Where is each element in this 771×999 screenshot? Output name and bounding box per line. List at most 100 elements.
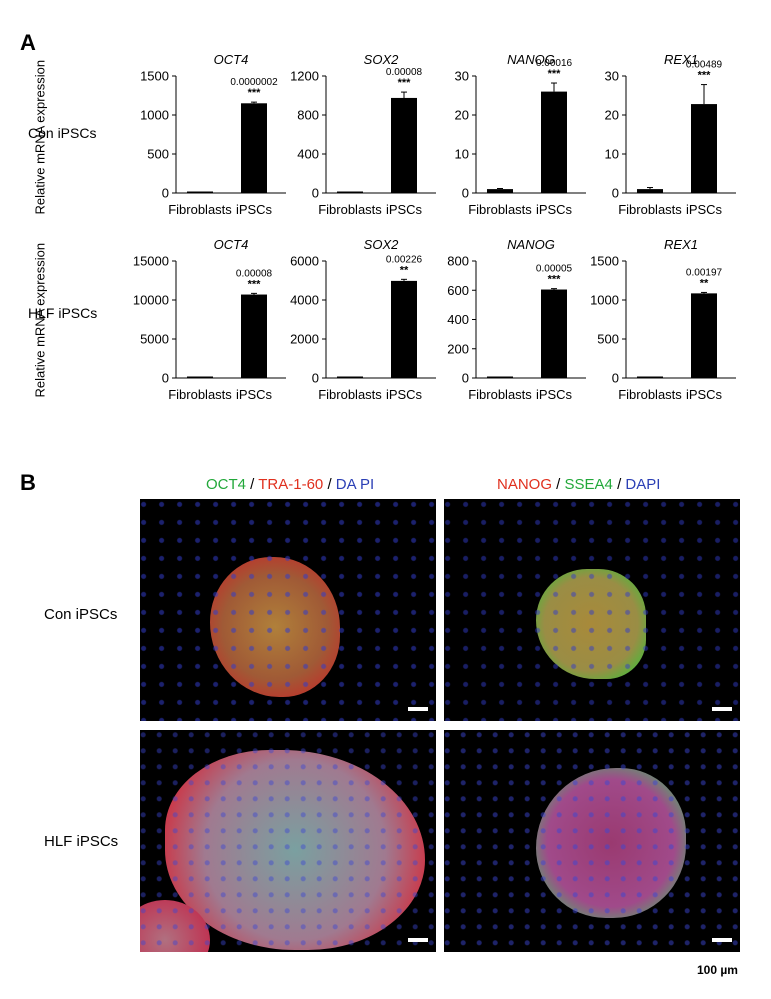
chart-title: SOX2 [364, 237, 399, 252]
stain-title-right: NANOG / SSEA4 / DAPI [497, 476, 660, 493]
significance-stars: *** [248, 87, 262, 99]
x-tick-label: iPSCs [686, 387, 723, 402]
y-tick-label: 1500 [590, 254, 619, 269]
x-tick-label: iPSCs [536, 387, 573, 402]
background-nuclei [444, 730, 740, 952]
p-value-label: 0.0000002 [230, 77, 278, 88]
p-value-label: 0.00489 [686, 60, 723, 71]
chart-title: SOX2 [364, 52, 399, 67]
y-tick-label: 1500 [140, 69, 169, 84]
bar [241, 294, 267, 378]
y-tick-label: 0 [612, 371, 619, 386]
y-tick-label: 600 [447, 283, 469, 298]
bar [391, 280, 417, 378]
x-tick-label: Fibroblasts [168, 387, 232, 402]
stain-title-segment: OCT4 [206, 476, 247, 493]
p-value-label: 0.00226 [386, 254, 423, 265]
stain-title-segment: / [246, 476, 259, 493]
x-tick-label: Fibroblasts [618, 387, 682, 402]
y-tick-label: 500 [147, 147, 169, 162]
scale-bar [408, 938, 428, 942]
x-tick-label: Fibroblasts [318, 202, 382, 217]
p-value-label: 0.00005 [536, 264, 573, 275]
y-tick-label: 400 [297, 147, 319, 162]
bar [187, 191, 213, 193]
chart-title: NANOG [507, 237, 555, 252]
y-tick-label: 200 [447, 341, 469, 356]
stain-title-segment: / [323, 476, 336, 493]
stain-title-segment: SSEA4 [564, 476, 613, 493]
x-tick-label: Fibroblasts [618, 202, 682, 217]
y-tick-label: 800 [297, 108, 319, 123]
micrograph-con-oct4-tra [140, 499, 436, 721]
significance-stars: *** [698, 70, 712, 82]
y-tick-label: 15000 [133, 254, 169, 269]
bar [487, 376, 513, 378]
y-tick-label: 0 [162, 186, 169, 201]
stain-title-segment: TRA-1-60 [258, 476, 324, 493]
bar [637, 376, 663, 378]
row-label-hlf: HLF iPSCs [28, 305, 98, 321]
significance-stars: ** [400, 264, 409, 276]
chart-title: REX1 [664, 52, 698, 67]
micrograph-con-nanog-ssea4 [444, 499, 740, 721]
x-tick-label: Fibroblasts [468, 202, 532, 217]
y-tick-label: 10000 [133, 293, 169, 308]
chart-title: NANOG [507, 52, 555, 67]
y-tick-label: 10 [605, 147, 619, 162]
y-tick-label: 0 [462, 371, 469, 386]
y-tick-label: 10 [455, 147, 469, 162]
bar [241, 103, 267, 193]
y-tick-label: 500 [597, 332, 619, 347]
y-tick-label: 0 [462, 186, 469, 201]
background-nuclei [140, 499, 436, 721]
y-tick-label: 400 [447, 312, 469, 327]
y-tick-label: 2000 [290, 332, 319, 347]
y-tick-label: 0 [612, 186, 619, 201]
bar [691, 293, 717, 378]
x-tick-label: iPSCs [536, 202, 573, 217]
y-tick-label: 20 [605, 108, 619, 123]
row-label-con: Con iPSCs [28, 125, 97, 141]
panel-b-label: B [20, 470, 36, 495]
y-tick-label: 6000 [290, 254, 319, 269]
bar [187, 376, 213, 378]
x-tick-label: iPSCs [386, 202, 423, 217]
stain-title-segment: NANOG [497, 476, 553, 493]
y-tick-label: 30 [455, 69, 469, 84]
image-row-label-hlf: HLF iPSCs [44, 833, 119, 850]
image-row-label-con: Con iPSCs [44, 606, 118, 623]
stain-title-segment: / [612, 476, 626, 493]
y-tick-label: 0 [312, 371, 319, 386]
y-tick-label: 1000 [590, 293, 619, 308]
y-tick-label: 0 [312, 186, 319, 201]
stain-title-segment: / [552, 476, 565, 493]
bar [391, 97, 417, 193]
bar [541, 91, 567, 193]
background-nuclei [444, 499, 740, 721]
y-tick-label: 4000 [290, 293, 319, 308]
stain-title-segment: DA PI [335, 476, 375, 493]
x-tick-label: Fibroblasts [168, 202, 232, 217]
y-tick-label: 1200 [290, 69, 319, 84]
bar [691, 104, 717, 193]
scale-bar [408, 707, 428, 711]
bar [337, 191, 363, 193]
y-tick-label: 30 [605, 69, 619, 84]
x-tick-label: iPSCs [686, 202, 723, 217]
x-tick-label: Fibroblasts [318, 387, 382, 402]
bar [541, 289, 567, 378]
p-value-label: 0.00016 [536, 58, 573, 69]
chart-title: OCT4 [214, 237, 249, 252]
bar [637, 189, 663, 193]
x-tick-label: iPSCs [236, 387, 273, 402]
y-tick-label: 1000 [140, 108, 169, 123]
significance-stars: *** [248, 278, 262, 290]
x-tick-label: Fibroblasts [468, 387, 532, 402]
p-value-label: 0.00008 [236, 268, 273, 279]
bar [487, 189, 513, 193]
scale-bar [712, 707, 732, 711]
significance-stars: *** [548, 68, 562, 80]
p-value-label: 0.00008 [386, 67, 423, 78]
